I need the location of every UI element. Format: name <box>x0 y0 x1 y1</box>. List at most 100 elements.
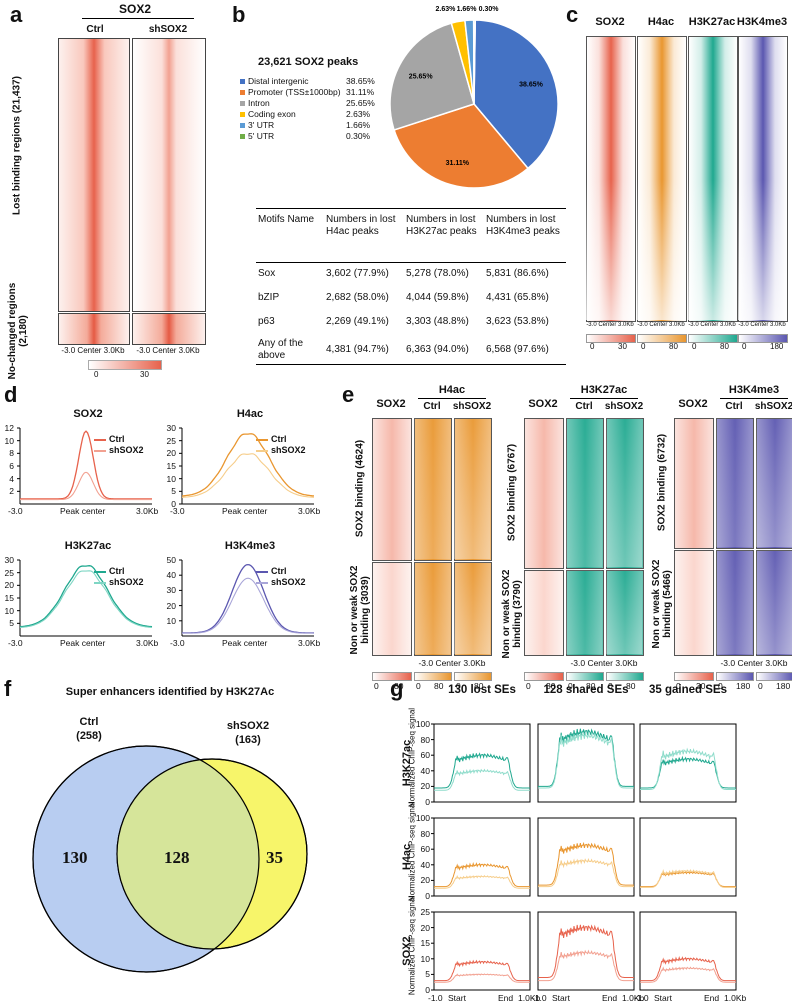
g-col-title: 130 lost SEs <box>448 684 516 696</box>
g-y-tick-label: 100 <box>415 719 430 729</box>
series-line-shSOX2 <box>181 577 315 634</box>
c-heatmap-fade <box>586 180 634 320</box>
legend-label: Promoter (TSS±1000bp) <box>248 87 341 97</box>
g-y-tick-label: 0 <box>425 891 430 901</box>
e-scale-min: 0 <box>456 681 461 691</box>
a-scale-min: 0 <box>94 370 99 379</box>
c-scale-min: 0 <box>590 342 595 351</box>
e-nonbinding-label: Non or weak SOX2 binding (3790) <box>501 569 523 659</box>
c-colorbar <box>637 334 687 343</box>
e-scale-min: 0 <box>676 681 681 691</box>
panel-label-e: e <box>342 382 355 407</box>
table-header: Numbers in lost H3K4me3 peaks <box>486 214 560 237</box>
e-scale-min: 0 <box>526 681 531 691</box>
g-x-tick: End <box>602 993 618 1003</box>
g-plot <box>537 723 635 803</box>
y-tick-label: 25 <box>4 567 14 578</box>
series-line-shSOX2 <box>20 471 152 501</box>
g-plot-frame <box>433 817 531 897</box>
e-heatmap <box>674 550 714 656</box>
y-tick-label: 2 <box>9 486 14 497</box>
g-plot <box>639 817 737 897</box>
e-heatmap-shade <box>716 550 752 654</box>
e-heatmap <box>372 562 412 656</box>
e-heatmap <box>454 418 492 561</box>
e-colorbar <box>566 672 604 681</box>
c-heatmap-fade <box>637 180 685 320</box>
g-y-tick-label: 5 <box>425 969 430 980</box>
g-series-shSOX2 <box>538 857 634 888</box>
pie-label: 0.30% <box>479 6 500 13</box>
e-scale-max: 30 <box>546 681 556 691</box>
e-heatmap <box>414 418 452 561</box>
y-tick-label: 4 <box>9 473 14 484</box>
y-tick-label: 10 <box>166 473 176 484</box>
legend-swatch <box>240 90 245 95</box>
c-col-title: H4ac <box>647 16 675 28</box>
panel-label-g: g <box>390 676 404 701</box>
c-colorbar <box>688 334 738 343</box>
a-xaxis-sh: -3.0 Center 3.0Kb <box>136 346 200 355</box>
e-xaxis: -3.0 Center 3.0Kb <box>418 658 486 668</box>
x-tick-left: -3.0 <box>8 506 23 516</box>
e-nonbinding-label: Non or weak SOX2 binding (5466) <box>651 559 673 649</box>
g-series-shSOX2 <box>640 747 736 790</box>
e-colorbar <box>756 672 792 681</box>
c-scale-min: 0 <box>692 342 697 351</box>
e-xaxis: -3.0 Center 3.0Kb <box>720 658 788 668</box>
c-heatmap-fade <box>738 180 786 320</box>
y-tick-label: 15 <box>4 593 14 603</box>
g-series-Ctrl <box>538 924 634 978</box>
table-cell: 5,278 (78.0%) <box>406 268 469 279</box>
e-heatmap <box>756 418 792 549</box>
legend-swatch <box>240 79 245 84</box>
d-plot-title: H3K4me3 <box>224 540 276 552</box>
g-y-tick-label: 10 <box>420 953 430 964</box>
a-heatmap-ctrl-lost <box>58 38 130 312</box>
e-group-title: H4ac <box>438 384 466 396</box>
y-tick-label: 10 <box>4 605 14 616</box>
e-scale-max: 80 <box>474 681 484 691</box>
pie-label: 1.66% <box>457 6 478 13</box>
g-series-Ctrl <box>538 728 634 787</box>
e-sox2-col: SOX2 <box>678 398 708 410</box>
table-cell: 4,431 (65.8%) <box>486 292 549 303</box>
g-y-tick-label: 100 <box>415 813 430 823</box>
g-plot <box>537 817 635 897</box>
g-series-shSOX2 <box>538 732 634 789</box>
e-nonbinding-label: Non or weak SOX2 binding (3039) <box>349 565 371 655</box>
e-heatmap <box>606 418 644 569</box>
panel-label-a: a <box>10 2 23 27</box>
g-plot <box>639 723 737 803</box>
b-pie-chart: 38.65% 31.11% 25.65% 2.63% 1.66% 0.30% <box>389 6 559 189</box>
d-legend-label: Ctrl <box>271 434 287 444</box>
legend-swatch <box>240 134 245 139</box>
e-heatmap-shade <box>454 418 490 559</box>
d-legend-label: shSOX2 <box>271 577 306 587</box>
e-col-sh: shSOX2 <box>754 401 792 412</box>
g-series-shSOX2 <box>640 869 736 888</box>
c-xaxis: -3.0 Center 3.0Kb <box>586 322 634 328</box>
g-series-shSOX2 <box>640 966 736 983</box>
d-plot-svg <box>17 559 153 637</box>
series-line-shSOX2 <box>181 453 315 498</box>
g-plot <box>431 911 531 991</box>
table-header: Numbers in lost H4ac peaks <box>326 214 396 237</box>
table-cell: 5,831 (86.6%) <box>486 268 549 279</box>
b-table-bottom-rule <box>256 364 566 365</box>
g-plot-frame <box>639 911 737 991</box>
d-legend-label: Ctrl <box>109 566 125 576</box>
g-plot-frame <box>639 723 737 803</box>
g-y-tick-label: 20 <box>420 922 430 933</box>
b-table-header-rule <box>256 262 566 263</box>
c-heatmap-fade <box>688 180 736 320</box>
g-plot <box>639 911 737 991</box>
table-cell: 6,363 (94.0%) <box>406 344 469 355</box>
series-line-shSOX2 <box>19 570 153 629</box>
g-y-tick-label: 80 <box>420 734 430 745</box>
e-heatmap-shade <box>606 418 642 567</box>
legend-pct: 31.11% <box>346 87 375 97</box>
f-ctrl-count: (258) <box>76 730 102 742</box>
c-scale-max: 80 <box>669 342 678 351</box>
d-legend-label: shSOX2 <box>109 577 144 587</box>
